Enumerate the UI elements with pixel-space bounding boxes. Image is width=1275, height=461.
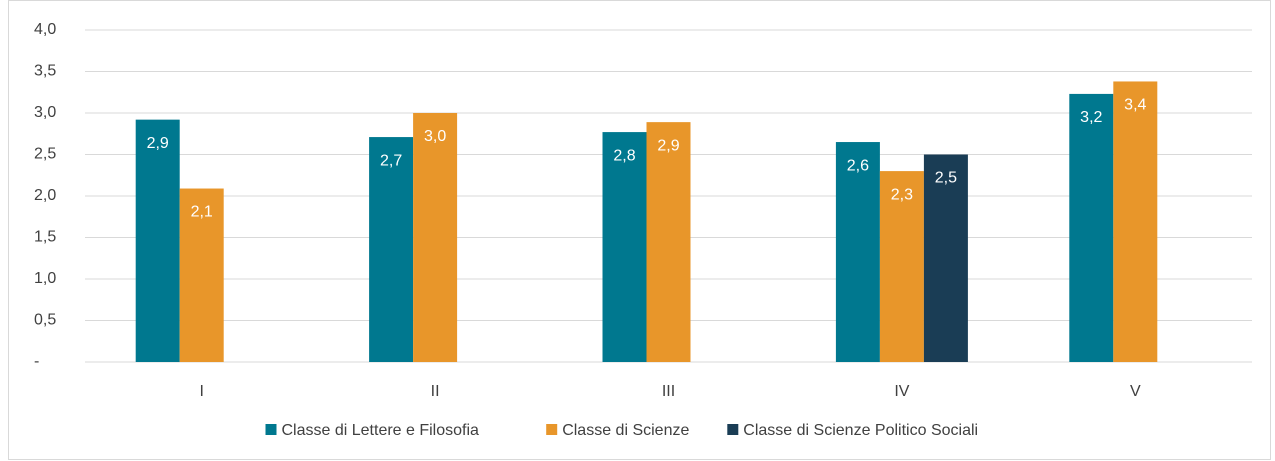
bar (923, 154, 968, 362)
y-tick-label: 2,5 (34, 146, 56, 163)
legend-label: Classe di Scienze Politico Sociali (743, 422, 978, 439)
data-label: 2,5 (935, 170, 957, 187)
bar (879, 171, 924, 362)
x-tick-label: I (199, 383, 203, 400)
bar (135, 119, 180, 362)
data-label: 2,9 (657, 137, 679, 154)
y-tick-label: 1,5 (34, 229, 56, 246)
x-tick-label: IV (894, 383, 909, 400)
bar (835, 142, 880, 362)
y-tick-label: - (34, 353, 39, 370)
bar (179, 188, 224, 362)
legend-swatch (727, 424, 739, 435)
bar (602, 132, 647, 362)
bar (1113, 81, 1158, 363)
data-label: 2,8 (613, 147, 635, 164)
y-tick-label: 4,0 (34, 21, 56, 38)
y-tick-label: 1,0 (34, 270, 56, 287)
x-tick-label: II (431, 383, 440, 400)
bar (413, 113, 458, 362)
data-label: 2,1 (191, 204, 213, 221)
y-tick-label: 0,5 (34, 312, 56, 329)
data-label: 3,0 (424, 128, 446, 145)
y-tick-label: 3,5 (34, 63, 56, 80)
data-label: 2,3 (891, 186, 913, 203)
legend-label: Classe di Lettere e Filosofia (282, 422, 480, 439)
x-tick-label: V (1130, 383, 1141, 400)
legend-swatch (265, 424, 277, 435)
data-label: 2,9 (147, 135, 169, 152)
data-label: 3,4 (1124, 97, 1146, 114)
data-label: 2,7 (380, 152, 402, 169)
data-label: 3,2 (1080, 109, 1102, 126)
bar (646, 122, 691, 362)
legend-swatch (546, 424, 558, 435)
bar (369, 137, 414, 362)
x-tick-label: III (662, 383, 675, 400)
y-tick-label: 3,0 (34, 104, 56, 121)
legend-label: Classe di Scienze (562, 422, 689, 439)
y-tick-label: 2,0 (34, 187, 56, 204)
data-label: 2,6 (847, 157, 869, 174)
bar (1069, 93, 1114, 362)
